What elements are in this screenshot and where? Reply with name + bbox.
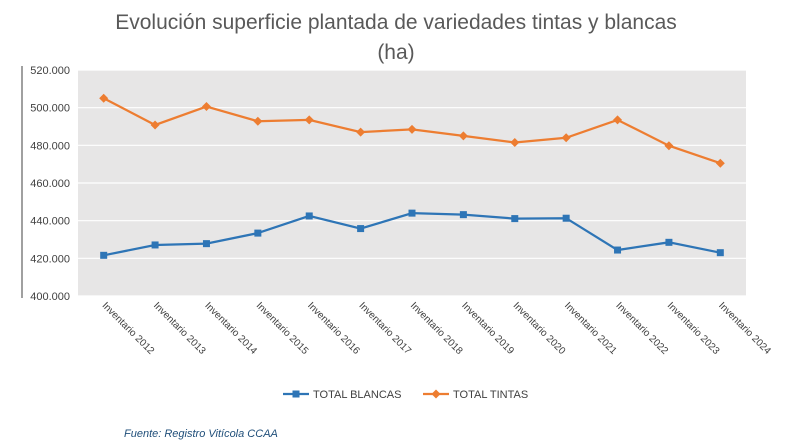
- y-tick-label: 480.000: [30, 140, 70, 152]
- chart-title-line-1: Evolución superficie plantada de varieda…: [115, 11, 677, 34]
- data-point-total-tintas: [304, 115, 314, 125]
- data-point-total-blancas: [716, 249, 724, 257]
- x-tick-label: Inventario 2022: [613, 300, 670, 357]
- x-tick-label: Inventario 2016: [305, 300, 362, 357]
- y-tick-label: 500.000: [30, 103, 70, 115]
- data-point-total-tintas: [407, 124, 417, 134]
- data-point-total-tintas: [356, 127, 366, 137]
- data-point-total-blancas: [305, 212, 313, 220]
- x-tick-label: Inventario 2020: [511, 300, 568, 357]
- x-tick-label: Inventario 2012: [100, 300, 157, 357]
- legend-label-total-blancas: TOTAL BLANCAS: [313, 389, 401, 401]
- x-tick-label: Inventario 2023: [665, 300, 722, 357]
- data-point-total-blancas: [408, 209, 416, 217]
- data-point-total-blancas: [562, 214, 570, 222]
- chart-title-line-2: (ha): [377, 41, 415, 64]
- y-tick-label: 440.000: [30, 216, 70, 228]
- legend-marker-total-blancas: [292, 390, 300, 398]
- data-point-total-tintas: [458, 131, 468, 141]
- data-point-total-tintas: [253, 116, 263, 126]
- series-group: [99, 93, 725, 259]
- data-point-total-blancas: [614, 246, 622, 254]
- data-point-total-tintas: [613, 115, 623, 125]
- data-point-total-tintas: [510, 138, 520, 148]
- x-tick-label: Inventario 2017: [356, 300, 413, 357]
- data-point-total-blancas: [254, 229, 262, 237]
- source-note: Fuente: Registro Vitícola CCAA: [124, 428, 278, 440]
- y-axis-ticks: 400.000 420.000 440.000 460.000 480.000 500.0…: [30, 65, 70, 303]
- legend-marker-total-tintas: [431, 389, 441, 399]
- data-point-total-blancas: [202, 240, 210, 248]
- data-point-total-blancas: [459, 211, 467, 219]
- x-tick-label: Inventario 2019: [459, 300, 516, 357]
- data-point-total-tintas: [664, 141, 674, 151]
- y-tick-label: 520.000: [30, 65, 70, 77]
- gridlines: [78, 69, 746, 297]
- x-tick-label: Inventario 2015: [254, 300, 311, 357]
- data-point-total-tintas: [715, 158, 725, 168]
- data-point-total-tintas: [99, 93, 109, 103]
- data-point-total-tintas: [201, 102, 211, 112]
- x-tick-label: Inventario 2013: [151, 300, 208, 357]
- legend: TOTAL BLANCAS TOTAL TINTAS: [283, 389, 528, 401]
- data-point-total-blancas: [357, 225, 365, 233]
- y-tick-label: 400.000: [30, 291, 70, 303]
- x-tick-label: Inventario 2024: [716, 300, 773, 357]
- y-tick-label: 420.000: [30, 253, 70, 265]
- data-point-total-blancas: [511, 215, 519, 223]
- y-tick-label: 460.000: [30, 178, 70, 190]
- data-point-total-tintas: [561, 133, 571, 143]
- x-tick-label: Inventario 2018: [408, 300, 465, 357]
- chart-title: Evolución superficie plantada de varieda…: [0, 8, 792, 68]
- data-point-total-blancas: [665, 238, 673, 246]
- data-point-total-blancas: [100, 251, 108, 259]
- legend-label-total-tintas: TOTAL TINTAS: [453, 389, 528, 401]
- data-point-total-tintas: [150, 120, 160, 130]
- x-tick-label: Inventario 2021: [562, 300, 619, 357]
- x-tick-label: Inventario 2014: [202, 300, 259, 357]
- data-point-total-blancas: [151, 241, 159, 249]
